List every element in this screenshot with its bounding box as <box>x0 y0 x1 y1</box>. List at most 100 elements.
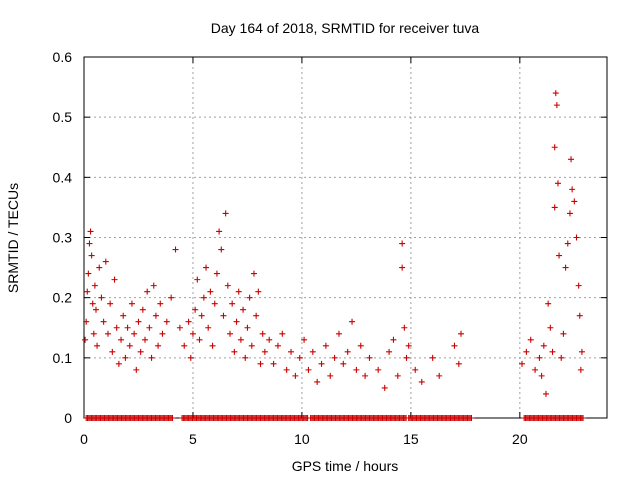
data-point <box>142 336 149 343</box>
data-point <box>562 264 569 271</box>
data-point <box>551 204 558 211</box>
data-point <box>353 366 360 373</box>
data-point <box>209 342 216 349</box>
data-point <box>318 360 325 367</box>
data-point <box>85 270 92 277</box>
y-tick-label: 0.1 <box>53 350 73 366</box>
data-point <box>270 360 277 367</box>
data-point <box>375 366 382 373</box>
data-point <box>335 330 342 337</box>
data-point <box>571 198 578 205</box>
data-point <box>569 186 576 193</box>
data-point <box>532 366 539 373</box>
data-point <box>255 288 262 295</box>
data-point <box>257 360 264 367</box>
data-point <box>288 348 295 355</box>
data-point <box>362 372 369 379</box>
data-point <box>187 354 194 361</box>
data-point <box>394 372 401 379</box>
y-tick-label: 0.3 <box>53 230 73 246</box>
data-point <box>573 234 580 241</box>
data-point <box>536 354 543 361</box>
data-point <box>229 300 236 307</box>
data-point <box>98 294 105 301</box>
data-point <box>124 324 131 331</box>
data-point <box>261 348 268 355</box>
data-point <box>102 258 109 265</box>
data-point <box>560 330 567 337</box>
x-tick-label: 20 <box>512 431 528 447</box>
data-point <box>96 264 103 271</box>
data-point <box>152 312 159 319</box>
data-point <box>155 342 162 349</box>
data-point <box>107 300 114 307</box>
data-point <box>122 354 129 361</box>
data-point <box>322 342 329 349</box>
data-point <box>279 330 286 337</box>
axis-ticks: 0 5 10 15 20 0 0.1 0.2 0.3 0.4 0.5 0.6 <box>53 49 607 447</box>
data-markers <box>82 90 587 421</box>
data-point <box>538 372 545 379</box>
data-point <box>128 300 135 307</box>
chart-title: Day 164 of 2018, SRMTID for receiver tuv… <box>211 20 480 36</box>
data-point <box>405 342 412 349</box>
data-point <box>274 342 281 349</box>
data-point <box>196 336 203 343</box>
data-point <box>429 354 436 361</box>
zero-value-point <box>169 415 176 421</box>
data-point <box>83 318 90 325</box>
data-point <box>242 354 249 361</box>
data-point <box>213 270 220 277</box>
data-point <box>118 336 125 343</box>
data-point <box>566 210 573 217</box>
data-point <box>553 102 560 109</box>
data-point <box>403 354 410 361</box>
data-point <box>296 354 303 361</box>
data-point <box>100 318 107 325</box>
data-point <box>189 330 196 337</box>
data-point <box>231 348 238 355</box>
data-point <box>168 294 175 301</box>
data-point <box>246 294 253 301</box>
data-point <box>577 366 584 373</box>
data-point <box>349 318 356 325</box>
data-point <box>126 342 133 349</box>
data-point <box>248 342 255 349</box>
data-point <box>157 300 164 307</box>
data-point <box>576 312 583 319</box>
data-point <box>436 372 443 379</box>
zero-value-point <box>468 415 475 421</box>
data-point <box>545 300 552 307</box>
data-point <box>451 342 458 349</box>
data-point <box>401 324 408 331</box>
y-tick-label: 0 <box>64 410 72 426</box>
data-point <box>357 342 364 349</box>
grid-lines <box>84 57 607 418</box>
y-axis-title: SRMTID / TECUs <box>5 183 21 293</box>
data-point <box>200 294 207 301</box>
data-point <box>235 288 242 295</box>
zero-value-point <box>580 415 587 421</box>
data-point <box>211 300 218 307</box>
data-point <box>120 312 127 319</box>
data-point <box>551 144 558 151</box>
data-point <box>250 270 257 277</box>
data-point <box>137 348 144 355</box>
data-point <box>558 354 565 361</box>
data-point <box>412 366 419 373</box>
data-point <box>578 348 585 355</box>
data-point <box>292 372 299 379</box>
data-point <box>205 324 212 331</box>
data-point <box>552 90 559 97</box>
data-point <box>109 348 116 355</box>
data-point <box>227 330 234 337</box>
x-tick-label: 15 <box>403 431 419 447</box>
data-point <box>399 264 406 271</box>
data-point <box>87 228 94 235</box>
data-point <box>89 300 96 307</box>
data-point <box>556 252 563 259</box>
data-point <box>181 342 188 349</box>
data-point <box>575 282 582 289</box>
data-point <box>554 180 561 187</box>
data-point <box>381 384 388 391</box>
